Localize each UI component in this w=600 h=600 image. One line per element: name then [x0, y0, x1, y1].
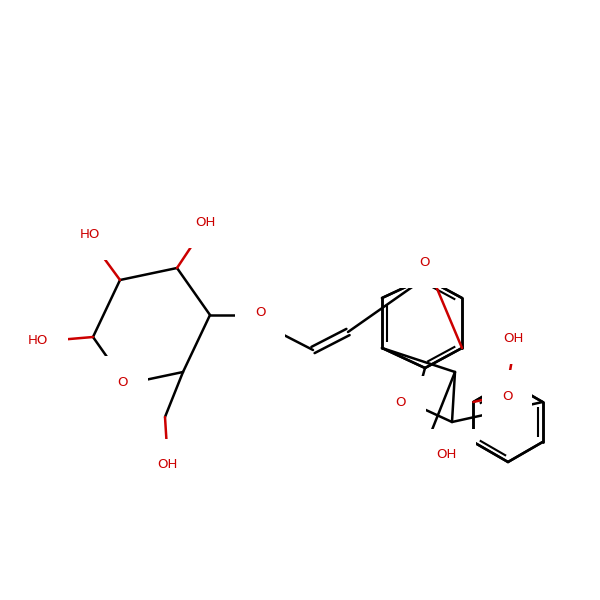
Text: OH: OH	[157, 458, 177, 472]
Text: HO: HO	[28, 334, 48, 346]
Text: O: O	[502, 389, 512, 403]
Text: OH: OH	[195, 215, 215, 229]
Text: O: O	[255, 307, 265, 319]
Text: O: O	[396, 395, 406, 409]
Text: O: O	[118, 376, 128, 389]
Text: OH: OH	[503, 331, 523, 344]
Text: OH: OH	[436, 449, 456, 461]
Text: O: O	[420, 256, 430, 269]
Text: HO: HO	[80, 227, 100, 241]
